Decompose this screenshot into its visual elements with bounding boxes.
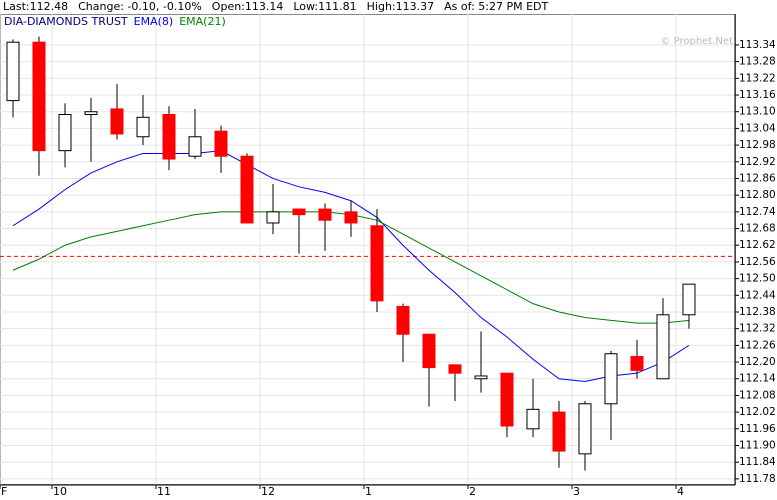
candle-body	[318, 208, 332, 221]
quote-field: Last:112.48	[3, 0, 68, 13]
candle-body	[396, 305, 410, 335]
candle-body	[344, 211, 358, 224]
legend-entry: EMA(8)	[134, 15, 174, 28]
candle-body	[32, 41, 46, 152]
candle-body	[292, 208, 306, 216]
candle-body	[604, 353, 618, 405]
y-tick-label: 113.34	[739, 39, 776, 51]
plot-frame	[0, 14, 736, 485]
y-tick-label: 112.68	[739, 223, 776, 235]
candle-body	[630, 355, 644, 371]
y-tick-label: 112.86	[739, 172, 776, 184]
watermark: © Prophet.Net	[660, 36, 733, 47]
y-tick-label: 112.74	[739, 206, 776, 218]
y-tick-label: 111.96	[739, 423, 776, 435]
candle-body	[162, 113, 176, 160]
x-tick-label: 4	[677, 485, 684, 498]
x-tick-label: 10	[53, 485, 67, 498]
candle-body	[266, 211, 280, 224]
candle-body	[136, 116, 150, 138]
y-tick-label: 112.26	[739, 339, 776, 351]
candle-body	[500, 372, 514, 427]
x-tick-label: 1	[365, 485, 372, 498]
quote-field: Change: -0.10, -0.10%	[78, 0, 202, 13]
y-tick-label: 112.50	[739, 273, 776, 285]
candle-body	[474, 375, 488, 380]
x-tick-label: 2	[469, 485, 476, 498]
candle-body	[6, 41, 20, 102]
y-tick-label: 112.80	[739, 189, 776, 201]
x-tick-label: 12	[261, 485, 275, 498]
quote-field: Open:113.14	[212, 0, 284, 13]
y-tick-label: 112.32	[739, 323, 776, 335]
candle-body	[188, 136, 202, 157]
y-tick-label: 112.08	[739, 389, 776, 401]
candle-body	[682, 283, 696, 316]
candle-body	[422, 333, 436, 369]
y-tick-label: 112.62	[739, 239, 776, 251]
y-tick-label: 113.04	[739, 122, 776, 134]
y-tick-label: 112.44	[739, 289, 776, 301]
candle-body	[58, 113, 72, 152]
candle-body	[552, 411, 566, 452]
y-tick-label: 112.38	[739, 306, 776, 318]
quote-field: As of: 5:27 PM EDT	[444, 0, 548, 13]
candle-body	[656, 314, 670, 380]
quote-field: High:113.37	[367, 0, 434, 13]
y-tick-label: 112.56	[739, 256, 776, 268]
candle-body	[84, 111, 98, 115]
legend-entry: DIA-DIAMONDS TRUST	[4, 15, 128, 28]
y-tick-label: 112.98	[739, 139, 776, 151]
candle-body	[110, 108, 124, 135]
y-tick-label: 113.10	[739, 106, 776, 118]
x-tick-label: 3	[573, 485, 580, 498]
y-tick-label: 111.90	[739, 440, 776, 452]
x-tick-label: F	[1, 485, 7, 498]
y-tick-label: 111.84	[739, 456, 776, 468]
y-tick-label: 113.22	[739, 72, 776, 84]
candle-body	[214, 130, 228, 157]
quote-field: Low:111.81	[293, 0, 356, 13]
y-tick-label: 112.14	[739, 373, 776, 385]
candle-body	[240, 155, 254, 224]
legend-entry: EMA(21)	[179, 15, 226, 28]
y-tick-label: 112.02	[739, 406, 776, 418]
candle-body	[526, 408, 540, 430]
y-tick-label: 113.28	[739, 56, 776, 68]
candle-body	[578, 403, 592, 455]
x-tick-label: 11	[157, 485, 171, 498]
candle-body	[370, 225, 384, 302]
y-tick-label: 113.16	[739, 89, 776, 101]
candle-body	[448, 364, 462, 374]
y-tick-label: 112.92	[739, 156, 776, 168]
y-tick-label: 111.78	[739, 473, 776, 485]
y-tick-label: 112.20	[739, 356, 776, 368]
